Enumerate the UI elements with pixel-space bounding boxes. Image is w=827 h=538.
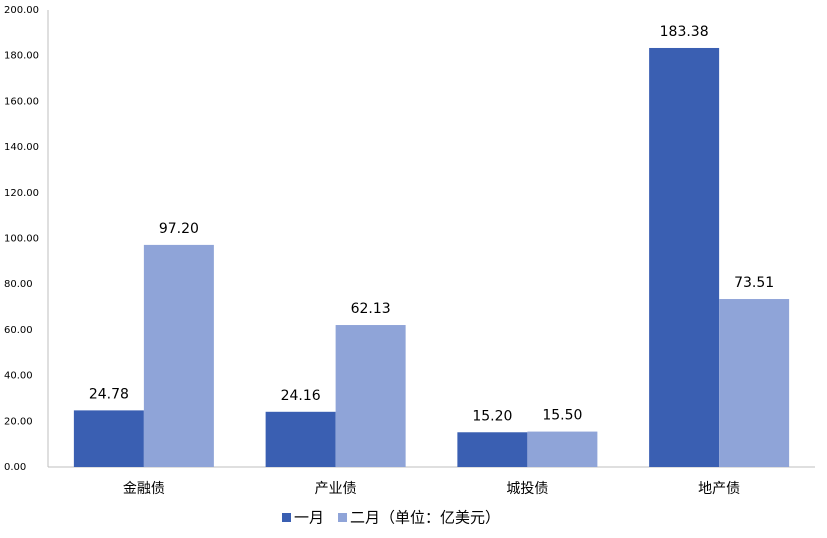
x-tick-label: 城投债 (506, 481, 548, 497)
value-label: 62.13 (351, 301, 391, 317)
y-tick-label: 60.00 (4, 325, 33, 336)
legend-label: 一月 (294, 509, 324, 527)
bar (649, 47, 720, 468)
value-label: 97.20 (159, 221, 199, 237)
y-tick-label: 140.00 (4, 142, 39, 153)
value-label: 24.78 (89, 386, 129, 402)
y-tick-label: 100.00 (4, 234, 39, 245)
bar (143, 244, 214, 467)
legend-label: 二月（单位：亿美元） (350, 509, 500, 527)
bar (265, 411, 336, 467)
x-tick-label: 地产债 (698, 481, 740, 497)
value-label: 15.50 (542, 408, 582, 424)
legend-swatch (338, 513, 348, 522)
legend-swatch (282, 513, 291, 522)
y-tick-label: 180.00 (4, 51, 39, 62)
y-tick-label: 20.00 (4, 416, 33, 427)
bar (73, 410, 144, 467)
bar (527, 431, 598, 467)
value-label: 24.16 (281, 388, 321, 404)
y-tick-label: 120.00 (4, 188, 39, 199)
y-tick-label: 0.00 (4, 462, 26, 473)
y-tick-label: 40.00 (4, 371, 33, 382)
y-tick-label: 160.00 (4, 96, 39, 107)
value-label: 73.51 (734, 275, 774, 291)
y-tick-label: 200.00 (4, 5, 39, 16)
bar (719, 299, 790, 467)
bar (335, 325, 406, 467)
value-label: 15.20 (472, 408, 512, 424)
y-tick-label: 80.00 (4, 279, 33, 290)
x-tick-label: 产业债 (315, 481, 357, 497)
value-label: 183.38 (660, 24, 709, 40)
x-tick-label: 金融债 (123, 481, 165, 497)
bar (457, 432, 528, 467)
